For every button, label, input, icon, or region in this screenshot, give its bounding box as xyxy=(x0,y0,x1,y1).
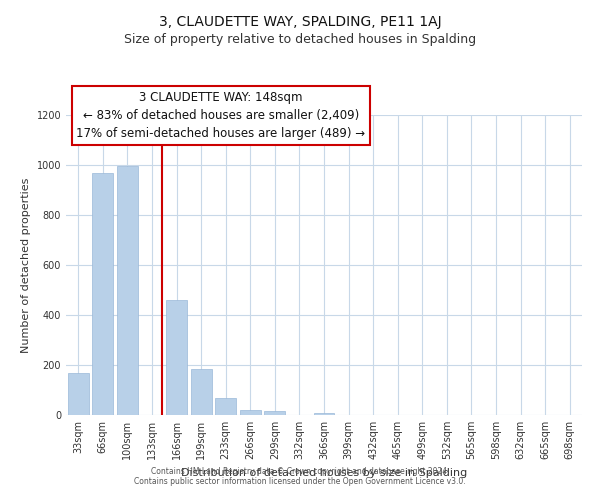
Bar xyxy=(166,300,187,415)
Bar xyxy=(92,172,113,415)
Bar xyxy=(191,369,212,415)
Bar xyxy=(265,411,286,415)
Bar xyxy=(314,412,334,415)
Text: 3, CLAUDETTE WAY, SPALDING, PE11 1AJ: 3, CLAUDETTE WAY, SPALDING, PE11 1AJ xyxy=(158,15,442,29)
Text: Contains public sector information licensed under the Open Government Licence v3: Contains public sector information licen… xyxy=(134,477,466,486)
Bar xyxy=(240,410,261,415)
Text: 3 CLAUDETTE WAY: 148sqm
← 83% of detached houses are smaller (2,409)
17% of semi: 3 CLAUDETTE WAY: 148sqm ← 83% of detache… xyxy=(76,91,365,140)
Bar xyxy=(215,398,236,415)
Text: Contains HM Land Registry data © Crown copyright and database right 2024.: Contains HM Land Registry data © Crown c… xyxy=(151,467,449,476)
Y-axis label: Number of detached properties: Number of detached properties xyxy=(21,178,31,352)
Text: Size of property relative to detached houses in Spalding: Size of property relative to detached ho… xyxy=(124,32,476,46)
X-axis label: Distribution of detached houses by size in Spalding: Distribution of detached houses by size … xyxy=(181,468,467,477)
Bar xyxy=(68,372,89,415)
Bar xyxy=(117,166,138,415)
